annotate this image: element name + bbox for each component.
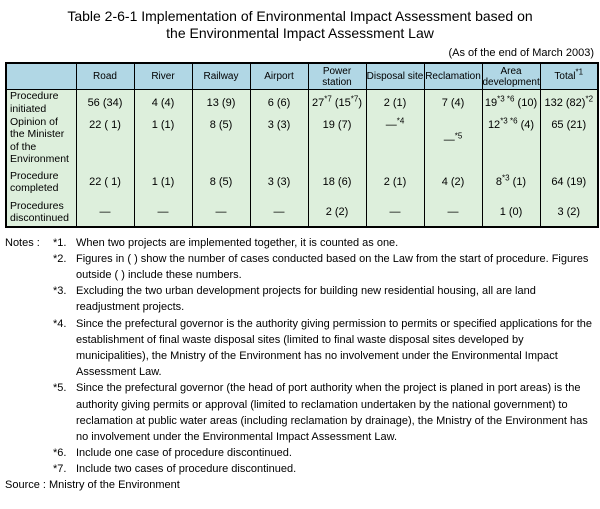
as-of-date: (As of the end of March 2003) <box>448 47 594 59</box>
column-header: River <box>133 63 193 90</box>
table-cell: —*5 <box>423 115 483 166</box>
note-item: *1. When two projects are implemented tog… <box>53 235 597 251</box>
table-cell: 7 (4) <box>423 89 483 116</box>
corner-cell <box>5 63 77 90</box>
row-label: Opinion of the Minister of the Environme… <box>5 115 77 166</box>
notes: Notes : *1. When two projects are impleme… <box>5 235 597 478</box>
table-cell: 19*3 *6 (10) <box>481 89 541 116</box>
note-item: *4. Since the prefectural governor is the… <box>53 316 597 381</box>
note-item: *5. Since the prefectural governor (the h… <box>53 380 597 445</box>
table-cell: 1 (1) <box>133 165 193 199</box>
table-cell: 19 (7) <box>307 115 367 166</box>
table-cell: 22 ( 1) <box>75 115 135 166</box>
note-marker: *5. <box>53 382 67 395</box>
page: { "title": "Table 2-6-1 Implementation o… <box>0 8 600 509</box>
column-header: Road <box>75 63 135 90</box>
note-marker: *4. <box>53 317 67 330</box>
column-header: Reclamation <box>423 63 483 90</box>
note-marker: *6. <box>53 447 67 460</box>
source-line: Source : Mnistry of the Environment <box>5 478 180 491</box>
page-title: Table 2-6-1 Implementation of Environmen… <box>67 8 533 41</box>
table-cell: 132 (82)*2 <box>539 89 599 116</box>
table-header: Road River Railway Airport Power station Disp… <box>5 63 599 90</box>
row-label: Procedures discontinued <box>5 198 77 227</box>
notes-list: *1. When two projects are implemented tog… <box>53 235 597 478</box>
table-cell: — <box>75 198 135 227</box>
row-label: Procedure initiated <box>5 89 77 116</box>
table-cell: 12*3 *6 (4) <box>481 115 541 166</box>
table-cell: 13 (9) <box>191 89 251 116</box>
table-cell: — <box>191 198 251 227</box>
table-cell: 27*7 (15*7) <box>307 89 367 116</box>
table-cell: 1 (0) <box>481 198 541 227</box>
notes-label: Notes : <box>5 236 40 249</box>
column-header: Power station <box>307 63 367 90</box>
table-cell: 3 (3) <box>249 165 309 199</box>
table-cell: 3 (3) <box>249 115 309 166</box>
table-cell: — <box>365 198 425 227</box>
note-text: Excluding the two urban development proj… <box>76 285 536 314</box>
table-cell: 18 (6) <box>307 165 367 199</box>
column-header: Disposal site <box>365 63 425 90</box>
row-label: Procedure completed <box>5 165 77 199</box>
table-cell: 1 (1) <box>133 115 193 166</box>
table-cell: 22 ( 1) <box>75 165 135 199</box>
column-header: Airport <box>249 63 309 90</box>
table-cell: 8 (5) <box>191 115 251 166</box>
column-header: Total*1 <box>539 63 599 90</box>
note-item: *2. Figures in ( ) show the number of cas… <box>53 251 597 283</box>
table-cell: 2 (2) <box>307 198 367 227</box>
note-marker: *2. <box>53 252 67 265</box>
note-text: Since the prefectural governor is the au… <box>76 317 593 379</box>
column-header: Railway <box>191 63 251 90</box>
table-cell: 8 (5) <box>191 165 251 199</box>
table-cell: 4 (4) <box>133 89 193 116</box>
column-header: Area development <box>481 63 541 90</box>
note-item: *7. Include two cases of procedure discon… <box>53 461 597 477</box>
eia-table: Road River Railway Airport Power station Disp… <box>5 62 599 228</box>
note-marker: *1. <box>53 236 67 249</box>
note-text: Include one case of procedure discontinu… <box>76 447 292 460</box>
note-item: *3. Excluding the two urban development p… <box>53 283 597 315</box>
table-cell: 8*3 (1) <box>481 165 541 199</box>
note-item: *6. Include one case of procedure discont… <box>53 445 597 461</box>
table-cell: 56 (34) <box>75 89 135 116</box>
note-marker: *7. <box>53 463 67 476</box>
table-cell: — <box>249 198 309 227</box>
table-cell: — <box>133 198 193 227</box>
table-cell: 4 (2) <box>423 165 483 199</box>
table-cell: 64 (19) <box>539 165 599 199</box>
note-text: When two projects are implemented togeth… <box>76 236 399 249</box>
note-text: Figures in ( ) show the number of cases … <box>76 252 589 281</box>
table-cell: 2 (1) <box>365 89 425 116</box>
note-text: Include two cases of procedure discontin… <box>76 463 297 476</box>
table-cell: — <box>423 198 483 227</box>
table-cell: 2 (1) <box>365 165 425 199</box>
table-cell: —*4 <box>365 115 425 166</box>
table-cell: 6 (6) <box>249 89 309 116</box>
note-text: Since the prefectural governor (the head… <box>76 382 588 443</box>
table-cell: 65 (21) <box>539 115 599 166</box>
table-cell: 3 (2) <box>539 198 599 227</box>
note-marker: *3. <box>53 285 67 298</box>
table-body: Procedure initiated 56 (34) 4 (4) 13 (9) 6 (… <box>5 89 599 227</box>
